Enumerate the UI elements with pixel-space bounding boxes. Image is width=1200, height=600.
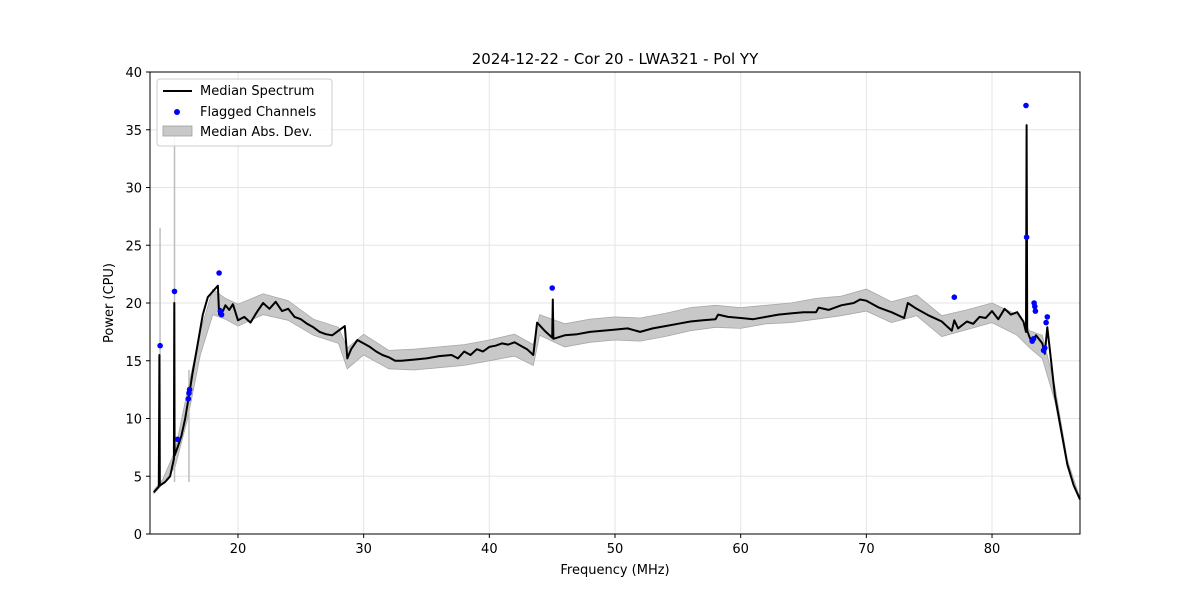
chart-title: 2024-12-22 - Cor 20 - LWA321 - Pol YY (472, 50, 759, 68)
y-tick-label: 40 (125, 66, 142, 81)
flagged-channel-point (951, 294, 958, 301)
y-axis-label: Power (CPU) (102, 263, 117, 343)
legend-flagged-swatch (174, 109, 180, 115)
legend-mad-label: Median Abs. Dev. (200, 125, 312, 140)
y-tick-label: 25 (125, 239, 142, 254)
y-tick-label: 10 (125, 413, 142, 428)
flagged-channel-point (1044, 314, 1051, 320)
flagged-channel-point (549, 285, 555, 291)
flagged-channel-point (1023, 102, 1029, 109)
flagged-channel-point (1042, 345, 1048, 351)
legend: Median Spectrum Flagged Channels Median … (156, 78, 333, 147)
legend-flagged-label: Flagged Channels (200, 105, 316, 120)
y-tick-label: 35 (125, 124, 142, 139)
legend-mad-swatch (162, 125, 193, 137)
x-tick-label: 30 (355, 542, 372, 557)
x-tick-label: 60 (732, 542, 749, 557)
legend-median-label: Median Spectrum (200, 84, 314, 99)
y-tick-label: 5 (134, 470, 142, 485)
flagged-channel-point (1043, 319, 1049, 326)
x-axis-label: Frequency (MHz) (560, 563, 669, 578)
flagged-channel-point (1030, 336, 1037, 342)
x-tick-label: 20 (230, 542, 247, 557)
flagged-channel-point (1032, 303, 1038, 310)
flagged-channel-point (171, 288, 178, 295)
x-tick-label: 50 (607, 542, 624, 557)
y-tick-label: 30 (125, 182, 142, 197)
legend-box (156, 78, 333, 147)
flagged-channel-point (186, 386, 193, 393)
median-spectrum-line (153, 124, 1081, 500)
flagged-channel-point (216, 270, 222, 276)
median-line-layer (153, 124, 1081, 500)
flagged-channel-point (174, 436, 181, 443)
x-tick-label: 40 (481, 542, 498, 557)
flagged-channel-point (1023, 234, 1030, 240)
x-tick-label: 70 (858, 542, 875, 557)
flagged-channel-point (185, 396, 192, 402)
flagged-channel-point (1032, 308, 1039, 314)
flagged-points-layer (157, 102, 1051, 443)
x-tick-label: 80 (984, 542, 1001, 557)
flagged-channel-point (218, 311, 225, 318)
y-tick-label: 0 (134, 528, 142, 543)
y-tick-label: 15 (125, 355, 142, 370)
y-tick-label: 20 (125, 297, 142, 312)
tick-layer: 20 30 40 50 60 70 80 0 5 10 15 20 25 30 35 40 (125, 66, 1000, 557)
flagged-channel-point (157, 342, 163, 349)
